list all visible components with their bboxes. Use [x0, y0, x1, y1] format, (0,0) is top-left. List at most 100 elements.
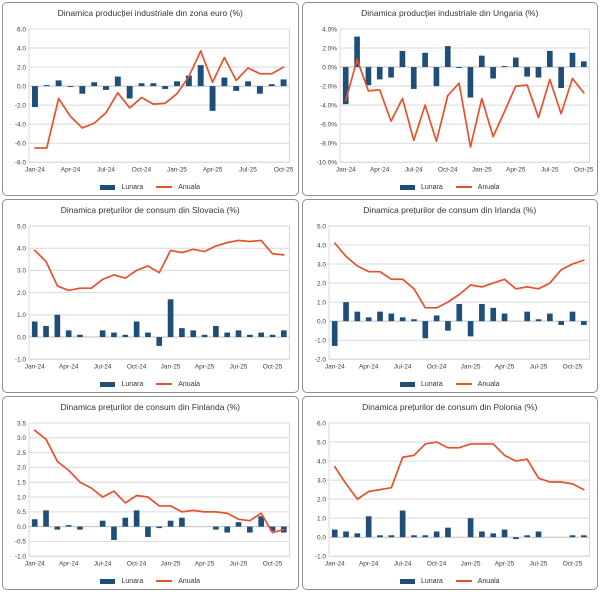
lunara-bar	[162, 85, 169, 89]
lunara-bar	[535, 531, 541, 537]
y-tick-label: 1.0	[17, 312, 26, 319]
y-tick-label: 0.0	[17, 83, 26, 90]
lunara-bar	[365, 66, 371, 85]
lunara-bar	[523, 535, 530, 537]
lunara-bar	[258, 516, 265, 527]
x-tick-label: Apr-24	[59, 561, 79, 568]
legend-label-anuala: Anuala	[178, 577, 201, 585]
lunara-bar	[444, 45, 451, 67]
chart-svg: 4.0%2.0%0.0%-2.0%-4.0%-6.0%-8.0%-10.0%Ja…	[316, 26, 593, 174]
lunara-bar	[546, 313, 553, 321]
lunara-bar	[54, 526, 61, 530]
y-tick-label: 4.0	[17, 245, 26, 252]
chart-legend: Lunara Anuala	[3, 179, 298, 195]
x-tick-label: Apr-24	[358, 364, 378, 371]
lunara-bar	[138, 83, 145, 86]
lunara-bar	[557, 66, 564, 88]
x-tick-label: Jan-25	[460, 364, 480, 371]
lunara-bar	[224, 526, 231, 533]
lunara-bar	[387, 66, 394, 78]
anuala-line	[333, 242, 585, 309]
lunara-bar	[167, 299, 174, 337]
chart-panel-zona-euro: Dinamica producției industriale din zona…	[2, 2, 299, 196]
chart-title: Dinamica prețurilor de consum din Irland…	[363, 205, 537, 215]
anuala-line-swatch-icon	[156, 580, 173, 582]
x-tick-label: Jul-24	[97, 167, 115, 174]
lunara-bar	[54, 314, 61, 337]
legend-label-anuala: Anuala	[477, 577, 500, 585]
chart-panel-ungaria: Dinamica producției industriale din Unga…	[301, 2, 598, 196]
x-tick-label: Apr-25	[494, 561, 514, 568]
chart-title: Dinamica prețurilor de consum din Slovac…	[60, 205, 240, 215]
lunara-bar	[256, 85, 263, 94]
y-tick-label: -1.0	[314, 553, 326, 560]
lunara-bar	[247, 526, 253, 533]
y-tick-label: -6.0	[15, 140, 27, 147]
legend-label-lunara: Lunara	[420, 577, 443, 585]
lunara-bar	[235, 330, 242, 337]
lunara-bar	[213, 325, 219, 337]
y-tick-label: -6.0%	[320, 121, 337, 128]
lunara-bar	[580, 61, 587, 67]
legend-label-lunara: Lunara	[420, 183, 443, 191]
y-tick-label: 2.0	[17, 464, 26, 471]
lunara-bar	[376, 311, 383, 321]
lunara-bar	[421, 535, 428, 537]
lunara-bar	[376, 535, 383, 537]
y-tick-label: 0.0%	[322, 64, 337, 71]
y-tick-label: 0.0	[316, 318, 325, 325]
lunara-bar	[353, 36, 360, 67]
y-tick-label: 0.5	[17, 509, 26, 516]
lunara-bar	[410, 535, 417, 537]
x-tick-label: Jan-24	[25, 364, 45, 371]
x-tick-label: Jan-24	[324, 364, 344, 371]
legend-label-lunara: Lunara	[121, 577, 144, 585]
x-tick-label: Jul-25	[529, 561, 547, 568]
x-tick-label: Apr-24	[61, 167, 81, 174]
legend-label-lunara: Lunara	[420, 380, 443, 388]
lunara-bar	[512, 57, 519, 67]
x-tick-label: Jul-24	[404, 167, 422, 174]
lunara-bar	[247, 334, 253, 337]
lunara-bar	[535, 319, 541, 321]
x-tick-label: Jan-25	[471, 167, 491, 174]
lunara-bar	[501, 529, 507, 537]
lunara-bar	[185, 75, 192, 86]
chart-panel-irlanda: Dinamica prețurilor de consum din Irland…	[301, 199, 598, 393]
lunara-bar	[111, 526, 117, 540]
x-tick-label: Oct-25	[562, 561, 582, 568]
y-tick-label: 2.0	[316, 496, 325, 503]
lunara-bar	[103, 85, 109, 90]
x-tick-label: Oct-25	[562, 364, 582, 371]
lunara-bar	[31, 85, 38, 107]
lunara-bar	[55, 80, 62, 86]
lunara-bar	[99, 520, 106, 527]
lunara-bar	[444, 527, 451, 537]
y-tick-label: -8.0	[15, 159, 27, 166]
lunara-bar	[133, 321, 140, 337]
y-tick-label: -1.0	[15, 553, 27, 560]
legend-label-lunara: Lunara	[121, 380, 144, 388]
lunara-bar	[489, 66, 496, 79]
lunara-bar	[145, 526, 151, 537]
lunara-bar	[77, 526, 83, 530]
y-tick-label: 4.0	[17, 45, 26, 52]
chart-panel-finlanda: Dinamica prețurilor de consum din Finlan…	[2, 396, 299, 590]
x-tick-label: Jul-25	[230, 561, 248, 568]
lunara-bar	[455, 66, 462, 68]
x-tick-label: Jul-25	[540, 167, 558, 174]
lunara-bar-swatch-icon	[100, 381, 116, 387]
y-tick-label: 5.0	[316, 223, 325, 230]
x-tick-label: Oct-24	[127, 364, 147, 371]
x-tick-label: Apr-24	[59, 364, 79, 371]
chart-legend: Lunara Anuala	[3, 573, 298, 589]
anuala-line	[344, 58, 585, 148]
x-tick-label: Jul-24	[94, 364, 112, 371]
x-tick-label: Apr-25	[195, 561, 215, 568]
lunara-bar	[433, 66, 439, 86]
lunara-bar	[489, 533, 496, 537]
lunara-bar	[268, 83, 275, 86]
chart-plot-area: 3.5 3.0 2.5 2.0 1.5 1.0 0.5 0.0 -0.5 -1.0 Jan-24 Ap…	[3, 413, 298, 575]
